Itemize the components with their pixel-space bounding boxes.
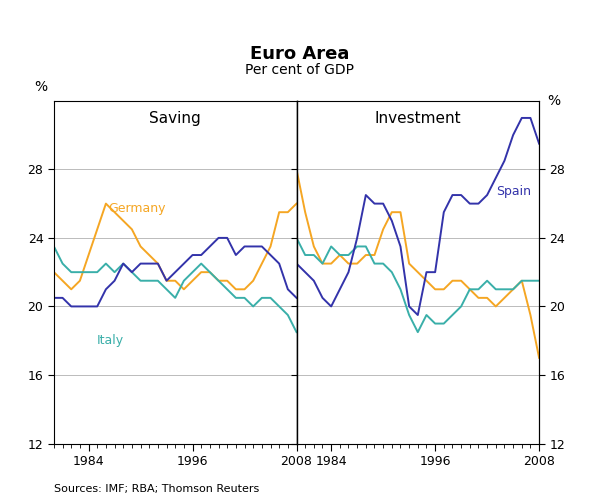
Text: Euro Area: Euro Area — [250, 45, 349, 63]
Text: Spain: Spain — [496, 185, 531, 198]
Text: Italy: Italy — [97, 334, 125, 347]
Text: Per cent of GDP: Per cent of GDP — [245, 62, 354, 77]
Text: Germany: Germany — [108, 202, 166, 215]
Y-axis label: %: % — [547, 94, 560, 108]
Text: Sources: IMF; RBA; Thomson Reuters: Sources: IMF; RBA; Thomson Reuters — [54, 484, 259, 494]
Text: Saving: Saving — [149, 111, 201, 126]
Y-axis label: %: % — [34, 80, 47, 94]
Text: Investment: Investment — [374, 111, 461, 126]
